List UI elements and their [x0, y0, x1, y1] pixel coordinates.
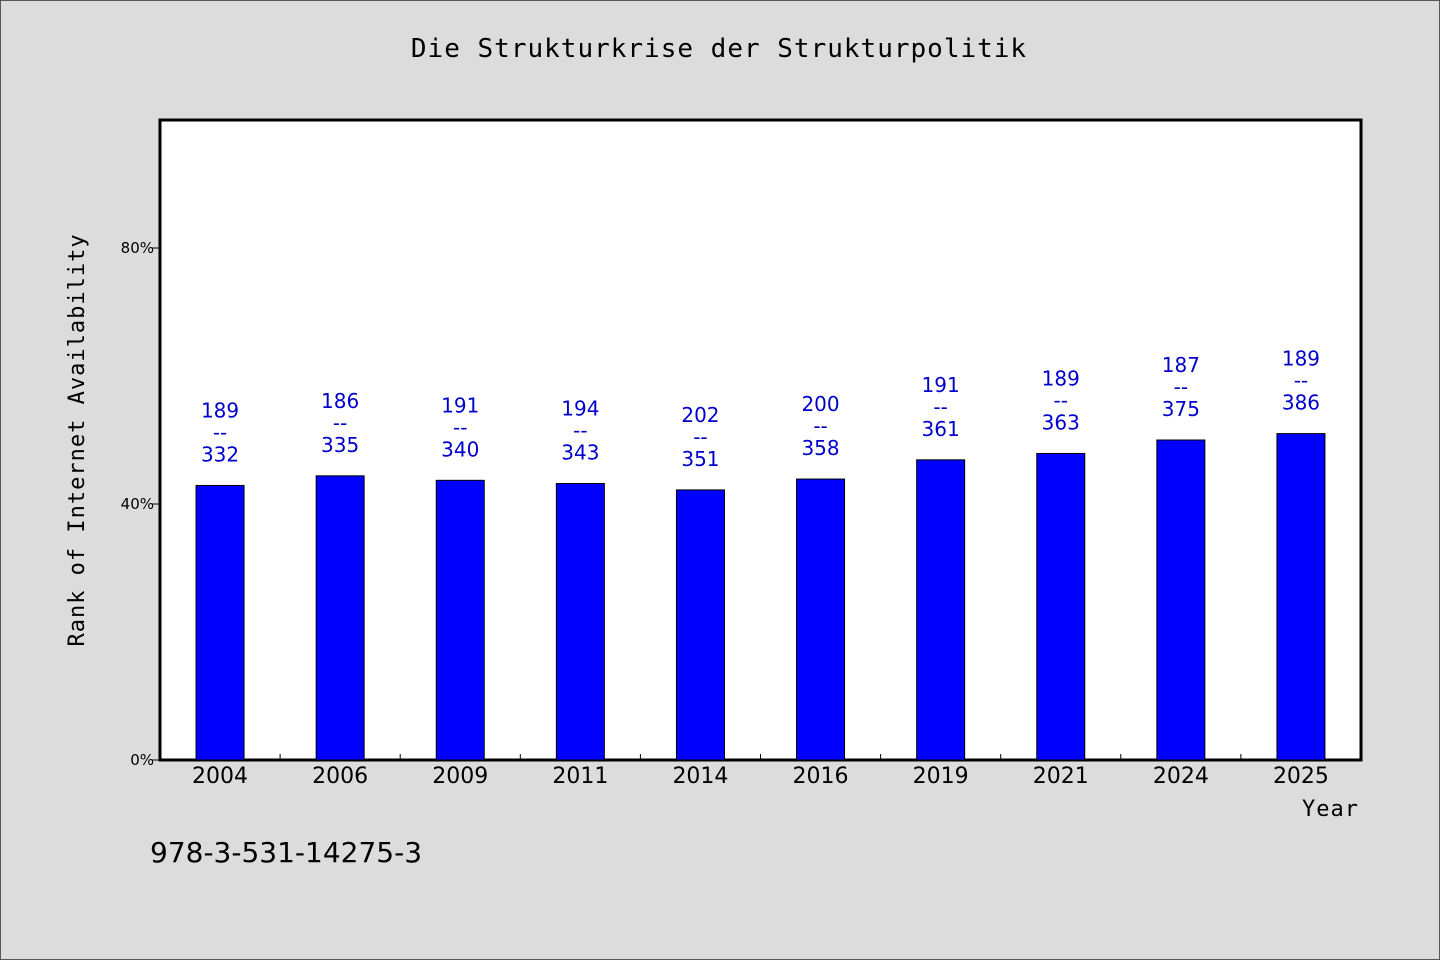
- y-axis: 0% 40% 80%: [121, 239, 160, 769]
- data-label-bottom: 363: [1042, 410, 1080, 434]
- data-label-bottom: 358: [801, 436, 839, 460]
- data-label-separator: --: [573, 419, 587, 443]
- data-label-separator: --: [933, 395, 947, 419]
- bar: [675, 489, 725, 761]
- bar: [1036, 452, 1086, 761]
- bars: [195, 433, 1326, 761]
- data-label-separator: --: [453, 415, 467, 439]
- data-label-top: 191: [922, 373, 960, 397]
- x-tick-label: 2024: [1153, 764, 1209, 789]
- data-label-top: 186: [321, 389, 359, 413]
- x-axis: 2004 2006 2009 2011 2014 2016 2019 2021 2024 2025: [192, 754, 1329, 789]
- data-label-bottom: 361: [922, 417, 960, 441]
- chart-title: Die Strukturkrise der Strukturpolitik: [410, 34, 1028, 64]
- data-label-separator: --: [693, 425, 707, 449]
- data-label-top: 187: [1162, 353, 1200, 377]
- data-label-bottom: 343: [561, 441, 599, 465]
- y-axis-title: Rank of Internet Availability: [65, 233, 90, 646]
- data-label-bottom: 332: [201, 442, 239, 466]
- y-tick-label: 40%: [121, 495, 154, 513]
- bar: [916, 459, 966, 761]
- data-label-bottom: 375: [1162, 397, 1200, 421]
- data-label-top: 189: [201, 398, 239, 422]
- bar: [796, 478, 846, 761]
- x-tick-label: 2025: [1273, 764, 1329, 789]
- isbn-footer: 978-3-531-14275-3: [150, 836, 423, 869]
- bar: [555, 483, 605, 761]
- x-tick-label: 2006: [312, 764, 368, 789]
- x-tick-label: 2019: [913, 764, 969, 789]
- y-tick-label: 0%: [130, 751, 154, 769]
- data-label-bottom: 340: [441, 437, 479, 461]
- bar: [195, 484, 245, 761]
- data-label-separator: --: [813, 414, 827, 438]
- data-label-top: 191: [441, 393, 479, 417]
- x-tick-label: 2016: [793, 764, 849, 789]
- y-tick-label: 80%: [121, 239, 154, 257]
- data-label-separator: --: [213, 420, 227, 444]
- data-label-top: 200: [801, 392, 839, 416]
- bar: [1276, 433, 1326, 761]
- x-tick-label: 2011: [552, 764, 608, 789]
- data-label-separator: --: [1294, 369, 1308, 393]
- data-label-top: 189: [1042, 366, 1080, 390]
- data-label-separator: --: [333, 411, 347, 435]
- bar: [315, 475, 365, 761]
- data-label-top: 194: [561, 397, 599, 421]
- x-tick-label: 2021: [1033, 764, 1089, 789]
- data-label-top: 189: [1282, 347, 1320, 371]
- x-axis-title: Year: [1302, 797, 1359, 822]
- data-label-bottom: 335: [321, 433, 359, 457]
- data-label-bottom: 386: [1282, 391, 1320, 415]
- x-tick-label: 2009: [432, 764, 488, 789]
- data-label-separator: --: [1174, 375, 1188, 399]
- data-label-bottom: 351: [681, 447, 719, 471]
- bar: [435, 479, 485, 761]
- x-tick-label: 2004: [192, 764, 248, 789]
- x-tick-label: 2014: [672, 764, 728, 789]
- data-label-top: 202: [681, 403, 719, 427]
- data-labels: 332--189335--186340--191343--194351--202…: [201, 347, 1320, 471]
- data-label-separator: --: [1054, 388, 1068, 412]
- bar: [1156, 439, 1206, 761]
